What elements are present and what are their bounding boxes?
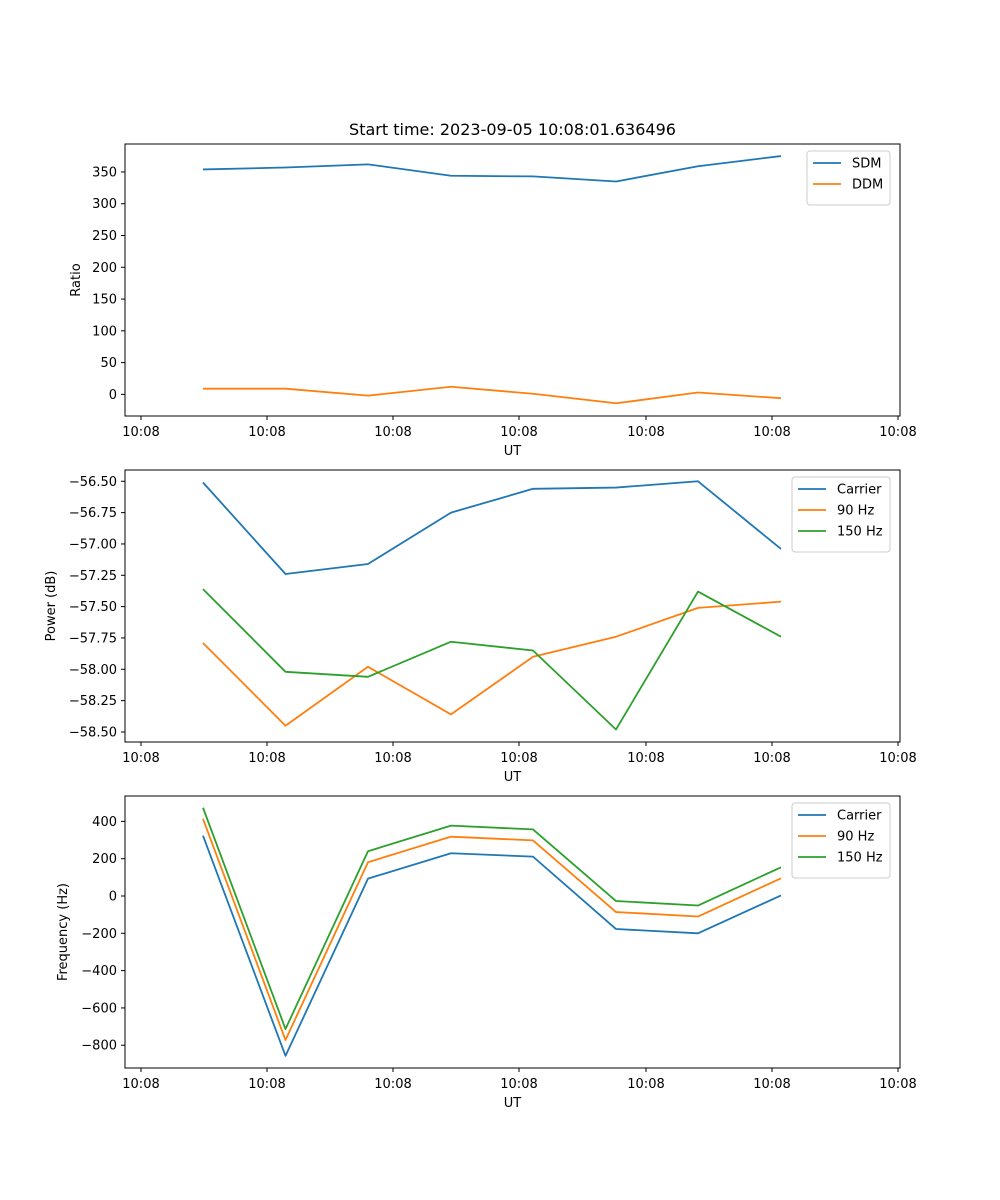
x-tick-label: 10:08 [122, 1077, 159, 1092]
y-tick-label: −58.00 [69, 663, 117, 678]
legend: Carrier 90 Hz 150 Hz [791, 476, 891, 553]
legend-entry: 90 Hz [837, 830, 874, 845]
legend-box [791, 802, 891, 879]
y-tick-label: −57.75 [69, 631, 117, 646]
legend: SDM DDM [806, 150, 891, 206]
x-tick-label: 10:08 [248, 425, 285, 440]
y-axis-label: Ratio [69, 263, 84, 296]
x-axis-label: UT [504, 444, 522, 459]
x-tick-label: 10:08 [122, 751, 159, 766]
y-tick-label: −58.25 [69, 694, 117, 709]
y-axis-label: Power (dB) [44, 571, 59, 642]
x-tick-label: 10:08 [248, 751, 285, 766]
chart-title: Start time: 2023-09-05 10:08:01.636496 [349, 120, 676, 139]
x-tick-label: 10:08 [374, 751, 411, 766]
x-tick-label: 10:08 [627, 751, 664, 766]
y-tick-label: 50 [100, 356, 117, 371]
x-tick-label: 10:08 [374, 1077, 411, 1092]
x-tick-label: 10:08 [500, 1077, 537, 1092]
y-tick-label: −200 [81, 927, 117, 942]
x-tick-label: 10:08 [500, 751, 537, 766]
x-tick-label: 10:08 [753, 1077, 790, 1092]
x-tick-label: 10:08 [879, 751, 916, 766]
y-tick-label: −57.25 [69, 569, 117, 584]
y-tick-label: 0 [109, 388, 117, 403]
x-axis-label: UT [504, 770, 522, 785]
axes-frame [124, 469, 901, 743]
x-tick-label: 10:08 [753, 425, 790, 440]
subplot-1: Start time: 2023-09-05 10:08:01.636496 10… [69, 120, 917, 459]
y-tick-label: −400 [81, 964, 117, 979]
legend-entry: DDM [852, 178, 883, 193]
x-tick-label: 10:08 [627, 425, 664, 440]
legend-box [806, 150, 891, 206]
legend: Carrier 90 Hz 150 Hz [791, 802, 891, 879]
y-tick-label: 300 [92, 197, 117, 212]
y-tick-label: 200 [92, 852, 117, 867]
y-tick-label: 350 [92, 165, 117, 180]
series-line-90-hz [202, 600, 782, 727]
legend-entry: 150 Hz [837, 851, 883, 866]
series-line-ddm [203, 385, 782, 405]
x-tick-label: 10:08 [500, 425, 537, 440]
y-tick-label: −56.75 [69, 506, 117, 521]
series-line-carrier [202, 835, 782, 1057]
subplot-2: 10:08 10:08 10:08 10:08 10:08 10:08 10:08 UT −58… [44, 469, 917, 785]
series-line-90-hz [202, 818, 782, 1041]
y-tick-label: −57.50 [69, 600, 117, 615]
x-axis-label: UT [504, 1096, 522, 1111]
y-tick-label: −58.50 [69, 725, 117, 740]
legend-box [791, 476, 891, 553]
x-tick-label: 10:08 [374, 425, 411, 440]
x-tick-label: 10:08 [627, 1077, 664, 1092]
y-tick-label: −57.00 [69, 537, 117, 552]
x-tick-label: 10:08 [248, 1077, 285, 1092]
axes-frame [124, 795, 901, 1069]
legend-entry: 90 Hz [837, 504, 874, 519]
legend-entry: SDM [852, 157, 881, 172]
y-tick-label: 150 [92, 293, 117, 308]
y-tick-label: −600 [81, 1001, 117, 1016]
y-tick-label: 400 [92, 815, 117, 830]
y-tick-label: 0 [109, 889, 117, 904]
y-tick-label: −800 [81, 1039, 117, 1054]
legend-entry: 150 Hz [837, 525, 883, 540]
x-tick-label: 10:08 [753, 751, 790, 766]
x-tick-label: 10:08 [122, 425, 159, 440]
y-axis-label: Frequency (Hz) [56, 883, 71, 981]
series-line-sdm [202, 155, 782, 183]
legend-entry: Carrier [837, 483, 882, 498]
legend-entry: Carrier [837, 809, 882, 824]
y-tick-label: 250 [92, 229, 117, 244]
subplot-3: 10:08 10:08 10:08 10:08 10:08 10:08 10:08 UT −80… [56, 795, 917, 1111]
x-tick-label: 10:08 [879, 425, 916, 440]
y-tick-label: 200 [92, 261, 117, 276]
y-tick-label: 100 [92, 324, 117, 339]
x-tick-label: 10:08 [879, 1077, 916, 1092]
series-line-carrier [202, 480, 782, 575]
y-tick-label: −56.50 [69, 475, 117, 490]
axes-frame [124, 143, 901, 417]
series-line-150-hz [202, 588, 782, 731]
series-line-150-hz [202, 807, 782, 1030]
